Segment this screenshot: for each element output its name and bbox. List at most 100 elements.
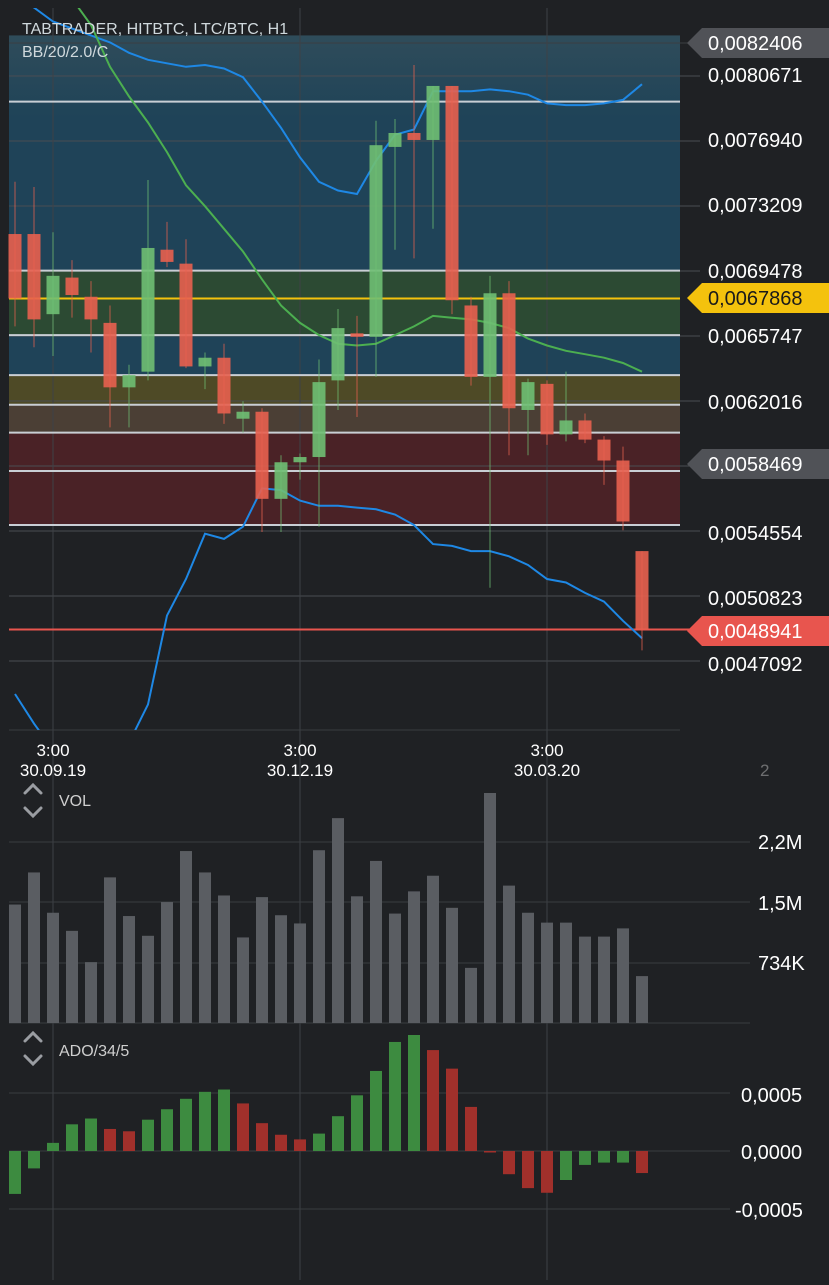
price-tick: 0,0065747 (708, 326, 803, 348)
indicator-label: BB/20/2.0/C (22, 44, 108, 61)
bollinger-bands (14, 8, 643, 730)
ado-bar (237, 1103, 249, 1151)
volume-bar (104, 877, 116, 1023)
price-tick: 0,0050823 (708, 588, 803, 610)
volume-label: VOL (59, 793, 91, 810)
price-tick: 0,0054554 (708, 523, 803, 545)
price-tag-label: 0,0048941 (708, 621, 803, 643)
volume-axis: 2,2M 1,5M 734K (758, 832, 805, 975)
candle-body (84, 296, 98, 320)
volume-bar (9, 904, 21, 1023)
volume-bar (351, 896, 363, 1023)
ado-bar (161, 1109, 173, 1151)
time-tick-partial: 2 (760, 761, 769, 780)
volume-bar (446, 907, 458, 1023)
ado-bar (104, 1128, 116, 1151)
ado-bar (180, 1098, 192, 1151)
ado-bar (484, 1151, 496, 1153)
volume-bar (465, 967, 477, 1023)
ado-axis: 0,0005 0,0000 -0,0005 (735, 1085, 803, 1222)
price-tag-level[interactable]: 0,0058469 (687, 449, 829, 479)
ado-bar (218, 1089, 230, 1151)
volume-bar (66, 930, 78, 1023)
candle-body (483, 293, 497, 377)
ado-bar (256, 1123, 268, 1151)
volume-bar (275, 915, 287, 1023)
price-tag-label: 0,0082406 (708, 33, 803, 55)
date-tick: 30.09.19 (20, 761, 86, 780)
candle-body (369, 145, 383, 337)
price-tag-label: 0,0058469 (708, 454, 803, 476)
ado-bar (199, 1091, 211, 1151)
chevron-down-icon (23, 806, 43, 819)
ado-bar (123, 1131, 135, 1151)
candle-body (65, 277, 79, 296)
volume-bar (256, 897, 268, 1023)
candle-body (236, 411, 250, 419)
candle-body (27, 234, 41, 320)
volume-bar (503, 885, 515, 1023)
ado-bar (66, 1124, 78, 1151)
time-tick: 3:00 (283, 741, 316, 760)
volume-bar (142, 935, 154, 1023)
volume-bar (313, 850, 325, 1023)
ado-bar (636, 1151, 648, 1174)
volume-bar (427, 875, 439, 1023)
price-tag-top[interactable]: 0,0082406 (687, 28, 829, 58)
volume-bar (237, 937, 249, 1023)
chart-title: TABTRADER, HITBTC, LTC/BTC, H1 (22, 21, 288, 38)
ado-tick: 0,0005 (741, 1085, 802, 1107)
candle-body (464, 305, 478, 377)
ado-bar (85, 1118, 97, 1151)
chevron-up-icon (23, 1030, 43, 1043)
candle-body (312, 382, 326, 458)
ado-bar (617, 1151, 629, 1163)
candle-body (103, 322, 117, 388)
price-tick: 0,0080671 (708, 65, 803, 87)
ado-bar (598, 1151, 610, 1163)
ado-bars (9, 1035, 648, 1194)
candle-body (502, 293, 516, 409)
ado-bar (446, 1068, 458, 1151)
candle-body (540, 383, 554, 435)
volume-bar (484, 793, 496, 1023)
volume-bar (85, 962, 97, 1023)
price-axis: 0,0080671 0,0076940 0,0073209 0,0069478 … (708, 65, 803, 676)
candle-body (635, 551, 649, 630)
price-tag-current[interactable]: 0,0048941 (687, 616, 829, 646)
candle-body (274, 462, 288, 499)
candle-body (255, 411, 269, 499)
volume-collapse-toggle[interactable] (23, 782, 43, 819)
price-zone (9, 432, 680, 525)
time-tick: 3:00 (530, 741, 563, 760)
ado-bar (351, 1095, 363, 1151)
candle-body (122, 375, 136, 388)
bb-upper-line (32, 8, 643, 196)
bb-middle-line (77, 8, 643, 373)
ado-bar (522, 1151, 534, 1189)
price-zone (9, 35, 680, 271)
candle-body (559, 420, 573, 435)
candle-body (8, 234, 22, 299)
volume-bar (123, 916, 135, 1023)
time-tick: 3:00 (36, 741, 69, 760)
ado-bar (313, 1133, 325, 1151)
ado-bar (503, 1151, 515, 1175)
chevron-up-icon (23, 782, 43, 795)
candle-body (597, 439, 611, 461)
price-tag-highlight[interactable]: 0,0067868 (687, 283, 829, 313)
candles-layer (8, 65, 649, 651)
ado-bar (389, 1041, 401, 1151)
ado-collapse-toggle[interactable] (23, 1030, 43, 1067)
price-tick: 0,0062016 (708, 392, 803, 414)
price-zones (9, 35, 680, 525)
candle-body (426, 85, 440, 140)
ado-bar (28, 1151, 40, 1169)
volume-bar (522, 912, 534, 1023)
candle-body (331, 328, 345, 381)
volume-bar (408, 891, 420, 1023)
ado-bar (579, 1151, 591, 1165)
date-tick: 30.12.19 (267, 761, 333, 780)
ado-bar (9, 1151, 21, 1194)
